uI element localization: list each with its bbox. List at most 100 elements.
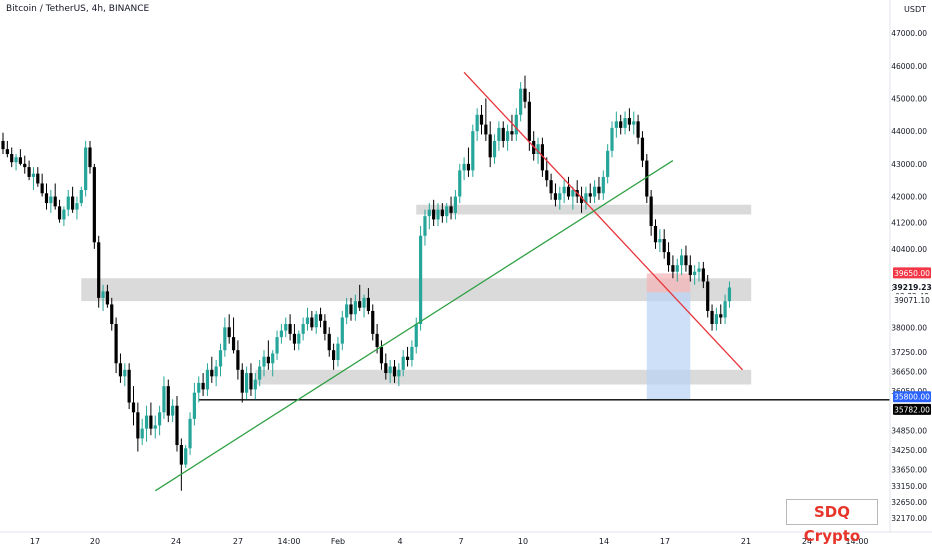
candle-body [540,144,544,171]
candle-body [688,265,692,275]
take-profit-zone [646,292,691,400]
candle-body [144,415,149,429]
candle-body [44,193,49,204]
price-label-bg [893,267,931,279]
price-label-horizontal-line: 35782.00 [894,405,930,414]
candle-body [427,209,431,217]
candle-body [1,140,5,150]
candle-body [227,327,231,338]
candle-body [693,271,697,275]
candle-body [253,379,257,390]
candle-body [127,369,131,403]
candle-body [675,265,679,272]
y-tick-label: 40400.00 [891,245,927,254]
candle-body [466,163,471,171]
candle-body [601,176,605,194]
candle-body [710,310,714,325]
candle-body [401,356,405,370]
candle-body [175,405,179,445]
candle-body [292,333,297,344]
candle-body [471,131,475,171]
candle-body [14,157,18,163]
x-tick-label: 14:00 [277,537,300,546]
candle-body [218,350,223,367]
candle-body [653,225,658,243]
candle-body [514,114,518,135]
candle-body [118,363,123,377]
y-tick-label: 34250.00 [891,446,927,455]
candle-body [558,193,562,200]
downtrend-line [463,71,743,371]
candle-body [714,314,718,325]
x-tick-label: 27 [233,537,243,546]
candle-body [484,124,488,135]
candle-body [327,333,331,351]
candle-body [192,392,196,419]
candle-body [371,310,375,334]
candle-body [723,301,727,318]
candle-body [40,183,44,194]
candle-body [492,140,497,158]
price-label-entry: 39071.10 [894,296,930,305]
candle-body [410,346,414,360]
candle-body [640,137,645,161]
candle-body [310,317,314,328]
candle-body [519,88,523,115]
candle-body [249,373,253,390]
candle-body [701,268,705,282]
candle-body [571,190,575,197]
price-label-target: 35800.00 [894,393,930,402]
candle-body [345,304,349,318]
candle-body [18,157,22,164]
x-tick-label: 24 [171,537,181,546]
candle-body [114,324,118,364]
y-tick-label: 42000.00 [891,193,927,202]
candle-body [623,118,627,128]
candle-body [423,216,427,236]
candles-group [1,75,732,491]
y-tick-label: 44000.00 [891,127,927,136]
candle-body [301,324,305,334]
x-tick-label: 14:00 [845,537,868,546]
price-label-stop-loss: 39650.00 [894,269,930,278]
candle-body [210,369,214,377]
candle-body [566,186,571,197]
candle-body [588,193,592,197]
y-tick-label: 43000.00 [891,160,927,169]
candle-body [414,324,418,347]
candle-body [336,343,340,360]
y-tick-label: 34850.00 [891,426,927,435]
y-tick-label: 38000.00 [891,323,927,332]
y-tick-label: 41200.00 [891,219,927,228]
candle-body [84,147,88,190]
candle-body [666,252,671,266]
candle-body [305,317,310,325]
candle-body [23,163,27,168]
candle-body [10,154,14,163]
candle-body [366,297,370,311]
candle-body [53,196,57,207]
price-label-bg [893,403,931,415]
candle-body [31,173,36,177]
candle-body [262,356,266,367]
candle-body [275,337,279,354]
candle-body [105,291,109,305]
candle-body [649,196,653,226]
candle-body [49,196,53,204]
candle-body [201,382,205,390]
candle-body [231,337,236,351]
candle-body [458,170,462,197]
candle-body [405,356,410,360]
candle-body [527,101,531,141]
candle-body [179,445,183,465]
candle-body [497,127,501,141]
candle-body [75,203,79,210]
candle-body [384,363,388,374]
candle-body [166,386,170,416]
x-tick-label: 17 [660,537,670,546]
candle-body [606,150,610,177]
price-label-last-price: 39219.23 [892,283,931,292]
candle-body [680,255,684,266]
candle-body [719,314,723,318]
